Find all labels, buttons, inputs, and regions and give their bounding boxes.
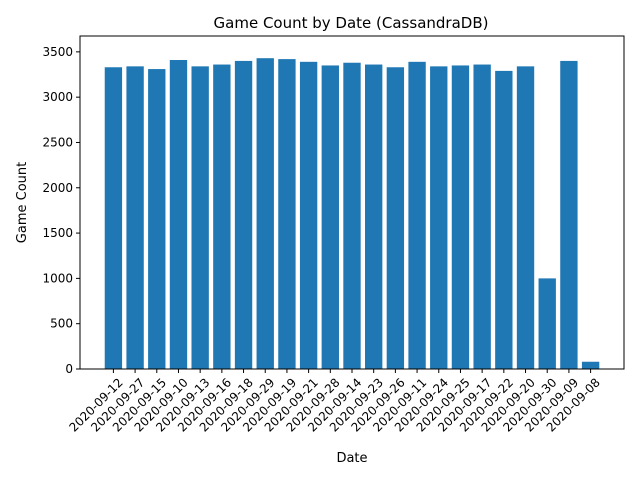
y-tick-label: 0 [65, 362, 73, 376]
y-tick-label: 3500 [42, 45, 73, 59]
bar-2020-09-24 [430, 66, 448, 370]
bar-2020-09-28 [321, 65, 339, 369]
bar-2020-09-14 [343, 62, 361, 369]
bar-2020-09-26 [386, 67, 405, 369]
x-axis-label: Date [336, 451, 367, 466]
bar-2020-09-15 [148, 69, 166, 369]
bar-2020-09-19 [278, 59, 296, 370]
bar-2020-09-10 [169, 60, 188, 369]
bar-2020-09-13 [191, 66, 209, 370]
y-axis-label: Game Count [15, 162, 30, 243]
y-tick-label: 1500 [42, 226, 73, 240]
bar-2020-09-25 [451, 65, 470, 369]
bar-2020-09-23 [365, 64, 383, 369]
y-tick-label: 3000 [42, 90, 73, 104]
x-axis: 2020-09-122020-09-272020-09-152020-09-10… [67, 369, 603, 435]
bar-2020-09-09 [560, 60, 578, 370]
bar-2020-09-12 [104, 67, 123, 369]
bar-2020-09-16 [213, 64, 231, 369]
bar-2020-09-21 [299, 61, 318, 369]
plot-frame [79, 35, 625, 370]
y-tick-label: 2500 [42, 135, 73, 149]
y-tick-label: 2000 [42, 181, 73, 195]
bar-2020-09-30 [538, 278, 556, 369]
bars-group [104, 58, 600, 370]
bar-2020-09-17 [473, 64, 491, 369]
bar-2020-09-11 [408, 61, 426, 369]
y-tick-label: 500 [50, 317, 73, 331]
bar-2020-09-08 [581, 361, 600, 369]
bar-2020-09-29 [256, 58, 274, 369]
bar-2020-09-22 [495, 70, 513, 369]
y-tick-label: 1000 [42, 271, 73, 285]
y-axis: 0 500 1000 1500 2000 2500 3000 3500 [42, 45, 80, 376]
chart-title: Game Count by Date (CassandraDB) [214, 14, 489, 32]
bar-2020-09-27 [126, 66, 144, 370]
bar-2020-09-18 [234, 60, 253, 370]
bar-2020-09-20 [516, 66, 535, 370]
